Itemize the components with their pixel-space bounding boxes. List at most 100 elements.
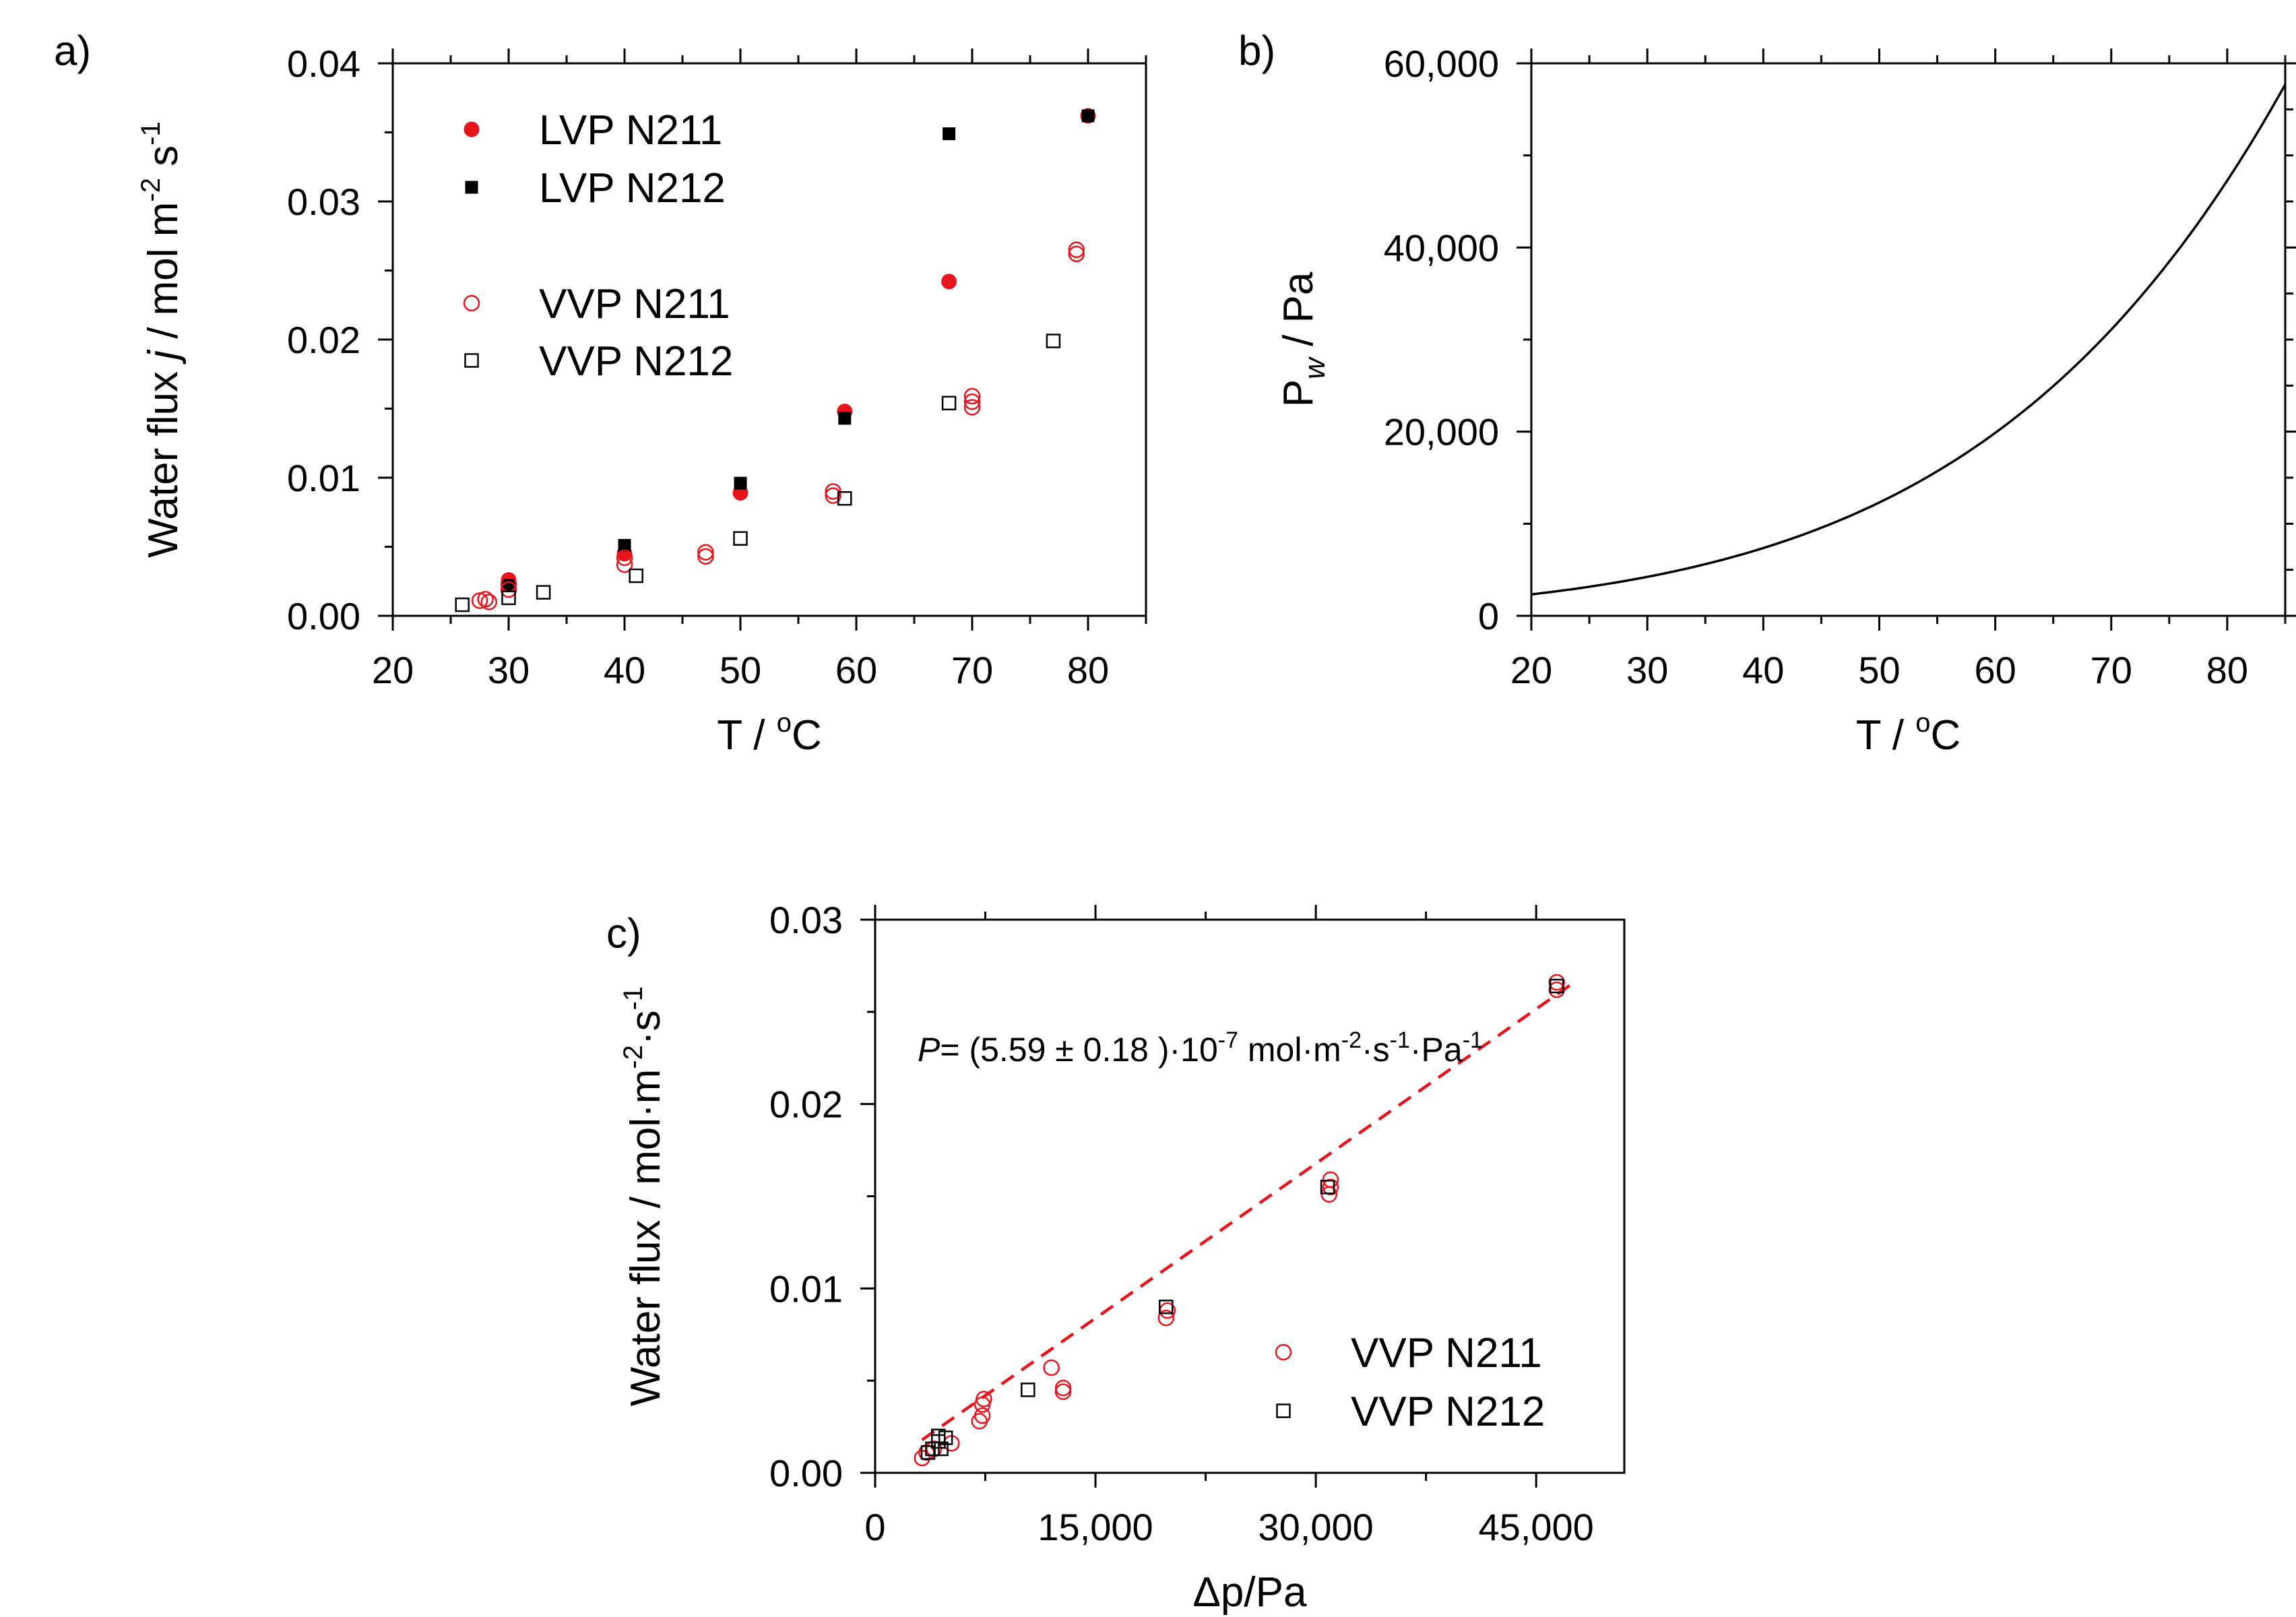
x-tick-label: 80 xyxy=(1067,649,1109,691)
data-point xyxy=(837,491,852,506)
x-tick-label: 70 xyxy=(2091,649,2132,691)
x-tick-label: 40 xyxy=(604,649,645,691)
data-point xyxy=(1046,334,1061,348)
data-point xyxy=(501,590,516,606)
y-axis-label: Water flux j / mol m-2 s-1 xyxy=(136,121,187,558)
data-point xyxy=(616,549,633,567)
series-lvp-n212 xyxy=(502,109,1095,592)
data-point xyxy=(974,1407,991,1424)
x-tick-label: 30,000 xyxy=(1258,1506,1373,1548)
legend-marker xyxy=(464,353,479,368)
series-vvp-n212 xyxy=(455,334,1061,612)
y-tick-label: 0.00 xyxy=(287,595,360,637)
data-point xyxy=(618,538,631,552)
data-point xyxy=(963,393,981,410)
x-axis-label: Δp/Pa xyxy=(1193,1569,1307,1616)
data-point xyxy=(500,581,517,598)
x-tick-label: 50 xyxy=(720,649,761,691)
data-point xyxy=(455,597,470,612)
data-point xyxy=(629,568,643,583)
data-point xyxy=(838,412,852,425)
legend-label: LVP N211 xyxy=(539,107,722,154)
data-point xyxy=(697,544,714,561)
x-tick-label: 0 xyxy=(864,1506,885,1548)
x-tick-label: 80 xyxy=(2206,649,2248,691)
plot-frame xyxy=(1530,62,2287,617)
x-tick-label: 50 xyxy=(1858,649,1900,691)
data-point xyxy=(1054,1383,1072,1400)
data-point xyxy=(1068,245,1085,263)
data-point xyxy=(477,591,494,608)
data-point xyxy=(963,399,981,416)
data-point xyxy=(1322,1171,1339,1188)
series-line-pw xyxy=(1531,84,2287,596)
data-point xyxy=(471,592,488,609)
x-axis-label: T / oC xyxy=(1856,708,1960,759)
data-point xyxy=(1043,1359,1060,1376)
y-axis-label: Pw / Pa xyxy=(1275,272,1331,407)
data-point xyxy=(825,487,841,504)
data-point xyxy=(941,274,957,290)
panel-label: a) xyxy=(54,28,91,74)
y-tick-label: 0.02 xyxy=(769,1083,843,1126)
x-tick-label: 20 xyxy=(1510,649,1552,691)
x-tick-label: 60 xyxy=(1974,649,2016,691)
fit-annotation: P= (5.59 ± 0.18 )·10-7 mol·m-2·s-1·Pa-1 xyxy=(918,1027,1483,1069)
x-axis-label: T / oC xyxy=(717,708,821,759)
legend-marker xyxy=(465,181,478,194)
data-point xyxy=(616,556,633,573)
data-point xyxy=(931,1428,946,1444)
legend-label: VVP N211 xyxy=(1351,1330,1542,1376)
x-tick-label: 45,000 xyxy=(1479,1506,1594,1548)
panel-b: b) 20 30 40 50 60 70 80 0 20,000 40,000 60,000 T / o… xyxy=(1238,28,2296,759)
fit-line xyxy=(921,984,1571,1441)
data-point xyxy=(480,594,498,610)
legend-marker xyxy=(1276,1403,1291,1418)
series-vvp-n212 xyxy=(920,978,1564,1460)
legend-marker xyxy=(1275,1343,1292,1361)
x-tick-label: 70 xyxy=(951,649,993,691)
x-tick-label: 30 xyxy=(488,649,530,691)
y-tick-label: 0.02 xyxy=(287,319,360,361)
panel-label: b) xyxy=(1238,28,1275,74)
panel-a: a) 20 30 40 50 60 70 80 0.00 0.01 0.02 0.03 0.04 T / … xyxy=(54,28,1147,759)
y-tick-label: 60,000 xyxy=(1384,42,1499,85)
y-tick-label: 40,000 xyxy=(1384,226,1499,269)
x-tick-label: 30 xyxy=(1626,649,1668,691)
data-point xyxy=(938,1430,953,1445)
data-point xyxy=(734,476,747,490)
y-axis-label: Water flux / mol·m-2·s-1 xyxy=(618,986,669,1406)
x-tick-label: 20 xyxy=(372,649,414,691)
data-point xyxy=(1158,1299,1174,1314)
data-point xyxy=(1021,1383,1035,1397)
panel-label: c) xyxy=(606,910,641,957)
data-point xyxy=(1548,981,1565,998)
data-point xyxy=(976,1391,992,1407)
y-tick-label: 0 xyxy=(1478,595,1499,637)
y-tick-label: 0.01 xyxy=(287,457,360,499)
y-tick-label: 0.04 xyxy=(287,42,360,85)
y-tick-label: 0.01 xyxy=(769,1267,843,1310)
data-point xyxy=(1548,974,1565,991)
x-tick-label: 60 xyxy=(835,649,877,691)
y-tick-label: 0.03 xyxy=(769,899,843,941)
x-tick-label: 15,000 xyxy=(1038,1506,1153,1548)
plot-frame xyxy=(391,62,1147,617)
data-point xyxy=(697,548,714,565)
legend-label: LVP N212 xyxy=(539,165,726,212)
legend-label: VVP N212 xyxy=(539,338,733,385)
y-tick-label: 0.03 xyxy=(287,181,360,223)
legend-marker xyxy=(463,294,480,312)
data-point xyxy=(733,531,748,546)
data-point xyxy=(963,387,981,405)
panel-c: c) 0 15,000 30,000 45,000 0.00 0.01 0.02 0.03 Δp/… xyxy=(606,899,1626,1616)
data-point xyxy=(536,585,551,600)
y-tick-label: 0.00 xyxy=(769,1452,843,1494)
data-point xyxy=(1081,109,1095,123)
data-point xyxy=(1549,978,1564,994)
legend-label: VVP N212 xyxy=(1351,1389,1545,1435)
data-point xyxy=(943,127,956,141)
series-vvp-n211 xyxy=(471,241,1085,610)
data-point xyxy=(1157,1309,1174,1327)
